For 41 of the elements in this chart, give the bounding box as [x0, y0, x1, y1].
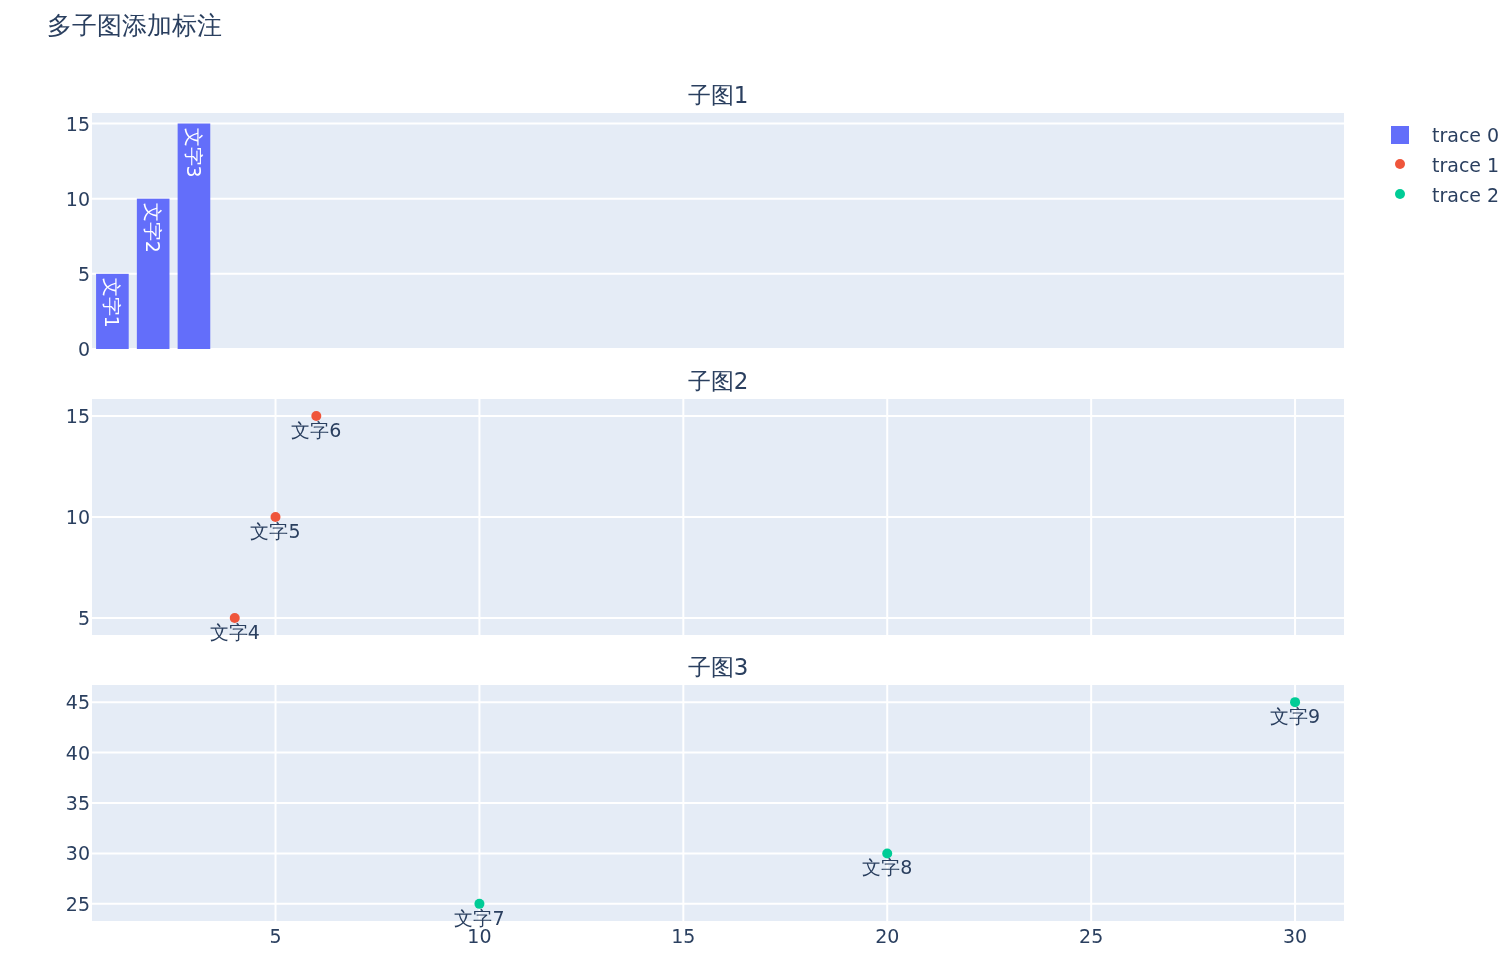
y-tick-label: 40: [65, 741, 90, 764]
legend-label: trace 0: [1432, 124, 1500, 146]
data-label: 文字5: [250, 520, 301, 542]
y-tick-label: 35: [65, 792, 90, 814]
data-label: 文字6: [291, 418, 342, 441]
data-label: 文字4: [209, 621, 260, 644]
y-tick-label: 10: [65, 506, 90, 528]
y-tick-label: 0: [77, 338, 90, 360]
bar: [177, 123, 211, 349]
point: [474, 898, 485, 909]
x-tick-label: 5: [269, 925, 282, 947]
chart-title: 子图3: [687, 654, 749, 680]
y-tick-label: 25: [65, 892, 90, 915]
y-tick-label: 15: [65, 404, 90, 427]
point: [270, 512, 281, 522]
data-label: 文字9: [1270, 705, 1321, 728]
chart-title: 子图2: [687, 368, 749, 394]
y-tick-label: 30: [65, 842, 90, 865]
point: [229, 613, 240, 624]
bar: [136, 198, 170, 349]
y-tick-label: 10: [65, 187, 90, 210]
legend-label: trace 2: [1432, 184, 1500, 206]
data-label: 文字1: [101, 277, 124, 328]
point: [882, 848, 893, 859]
data-label: 文字3: [182, 127, 205, 178]
x-tick-label: 30: [1282, 925, 1308, 947]
data-label: 文字2: [142, 202, 165, 253]
x-tick-label: 25: [1079, 925, 1104, 947]
chart-subtitle: 子图1: [687, 82, 749, 108]
y-tick-label: 5: [77, 262, 90, 285]
x-tick-label: 15: [671, 925, 696, 947]
data-label: 文字8: [862, 856, 913, 879]
point: [311, 410, 322, 421]
y-tick-label: 15: [65, 112, 90, 135]
y-tick-label: 5: [77, 607, 90, 630]
chart-title: 多子图添加标注: [47, 11, 222, 40]
x-tick-label: 20: [875, 925, 900, 947]
point: [1290, 697, 1301, 708]
y-tick-label: 45: [65, 691, 90, 714]
data-label: 文字7: [454, 906, 505, 929]
legend-label: trace 1: [1432, 154, 1500, 176]
